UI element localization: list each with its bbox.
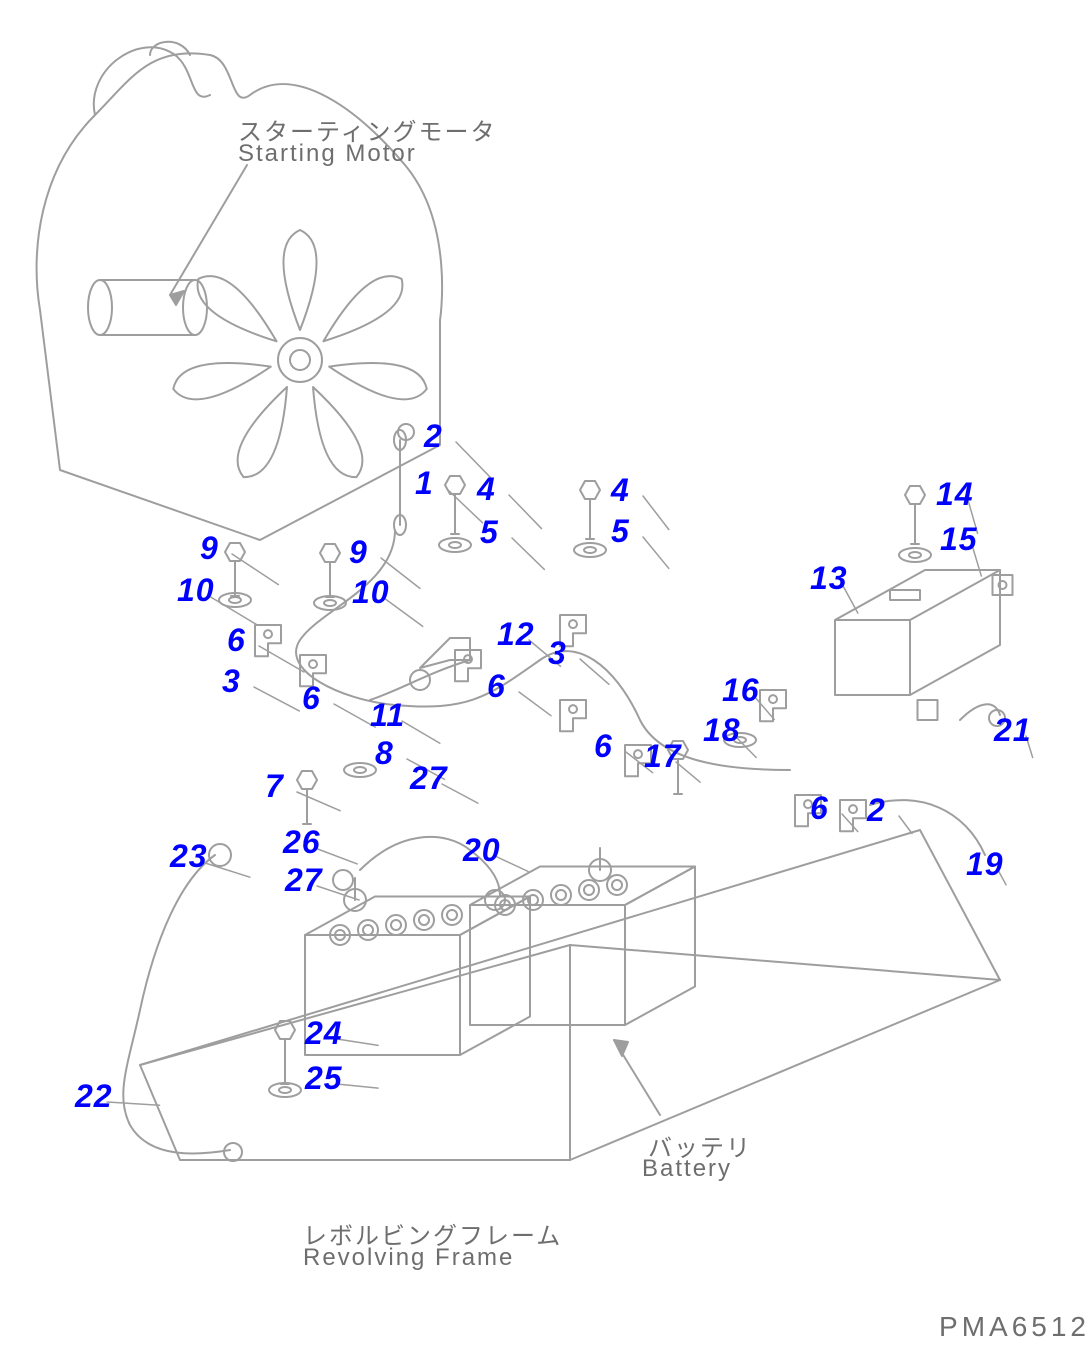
callout-6: 6 <box>302 680 321 717</box>
callout-10: 10 <box>352 574 390 611</box>
watermark-code: PMA6512 <box>939 1311 1090 1343</box>
callout-2: 2 <box>867 792 886 829</box>
label-en-0: Starting Motor <box>238 140 417 168</box>
callout-17: 17 <box>644 738 682 775</box>
callout-3: 3 <box>222 663 241 700</box>
callout-9: 9 <box>200 530 219 567</box>
callout-15: 15 <box>940 521 978 558</box>
callout-20: 20 <box>463 832 501 869</box>
callout-3: 3 <box>548 635 567 672</box>
callout-6: 6 <box>594 728 613 765</box>
diagram-stage: 2145451415991010136123636111618861721727… <box>0 0 1090 1367</box>
callout-16: 16 <box>722 672 760 709</box>
callout-12: 12 <box>497 616 535 653</box>
callout-24: 24 <box>305 1015 343 1052</box>
callout-5: 5 <box>480 514 499 551</box>
callout-23: 23 <box>170 838 208 875</box>
callout-21: 21 <box>994 712 1032 749</box>
label-en-1: Battery <box>642 1155 732 1183</box>
callout-19: 19 <box>966 846 1004 883</box>
callout-25: 25 <box>305 1060 343 1097</box>
callout-8: 8 <box>375 735 394 772</box>
callout-5: 5 <box>611 513 630 550</box>
callout-27: 27 <box>410 760 448 797</box>
callout-10: 10 <box>177 572 215 609</box>
callout-26: 26 <box>283 824 321 861</box>
callout-14: 14 <box>936 476 974 513</box>
callout-1: 1 <box>415 465 434 502</box>
callout-7: 7 <box>265 768 284 805</box>
callout-13: 13 <box>810 560 848 597</box>
callout-6: 6 <box>810 790 829 827</box>
callout-4: 4 <box>611 472 630 509</box>
callout-11: 11 <box>370 697 405 734</box>
callout-4: 4 <box>477 471 496 508</box>
callout-22: 22 <box>75 1078 113 1115</box>
callout-6: 6 <box>227 622 246 659</box>
line-art-layer <box>0 0 1090 1367</box>
callout-9: 9 <box>349 534 368 571</box>
callout-6: 6 <box>487 668 506 705</box>
callout-18: 18 <box>703 712 741 749</box>
callout-2: 2 <box>424 418 443 455</box>
label-en-2: Revolving Frame <box>303 1244 514 1272</box>
callout-27: 27 <box>285 862 323 899</box>
